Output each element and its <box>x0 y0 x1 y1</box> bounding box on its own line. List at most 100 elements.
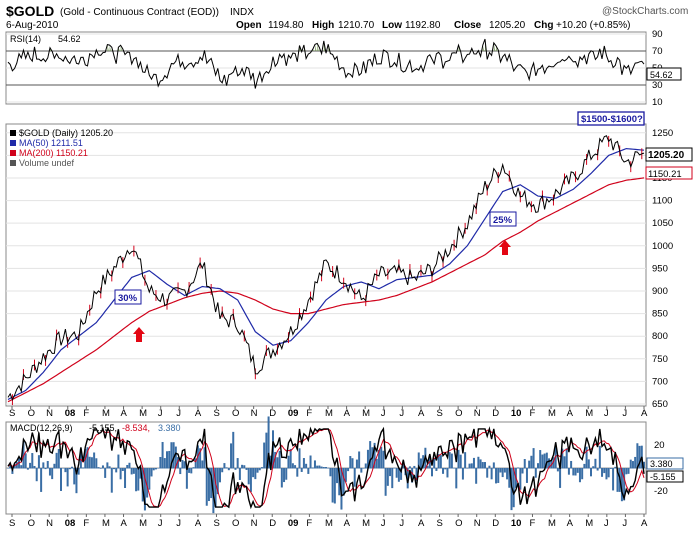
macd-hist-tag <box>646 457 684 470</box>
x-tick-label: M <box>102 408 110 419</box>
macd-line <box>7 426 645 510</box>
macd-hist-bar <box>382 450 385 469</box>
macd-hist-bar <box>450 453 453 469</box>
x-tick-label: J <box>604 408 609 419</box>
x-tick-label: A <box>418 518 425 529</box>
macd-hist-bar <box>596 468 599 471</box>
macd-hist-bar <box>594 458 597 469</box>
macd-hist-bar <box>393 467 396 469</box>
macd-value-tag <box>646 470 684 483</box>
macd-hist-bar <box>185 468 188 489</box>
x-axis-price: S O N 08 F M A M J J A S O N D 09 F M A M J J A S O N D 10 F M A M J J A <box>9 406 648 419</box>
macd-hist-bar <box>375 458 378 469</box>
macd-hist-bar <box>210 468 213 499</box>
x-tick-label: D <box>492 408 499 419</box>
macd-hist-bar <box>358 451 361 469</box>
macd-tick-label: 20 <box>654 440 665 451</box>
x-tick-label: 10 <box>511 518 522 529</box>
macd-hist-bar <box>386 468 389 486</box>
x-tick-label: M <box>362 518 370 529</box>
macd-hist-bar <box>497 468 500 483</box>
price-tick-label: 1050 <box>652 218 673 229</box>
legend-entry: MA(50) 1211.51 <box>19 138 83 148</box>
macd-hist-bar <box>243 465 246 469</box>
macd-hist-bar <box>435 468 438 471</box>
price-tick-label: 900 <box>652 286 668 297</box>
price-panel <box>5 123 647 407</box>
macd-hist-bar <box>583 463 586 469</box>
macd-hist-bar <box>249 468 252 492</box>
macd-hist-bar <box>26 468 29 470</box>
macd-hist-bar <box>302 458 305 469</box>
macd-hist-bar <box>537 463 539 469</box>
macd-hist-bar <box>57 449 60 469</box>
x-tick-label: J <box>622 408 627 419</box>
macd-hist-bar <box>338 468 341 496</box>
macd-hist-bar <box>506 468 509 480</box>
macd-hist-bar <box>135 468 138 492</box>
macd-hist-bar <box>113 468 115 470</box>
macd-hist-bar <box>66 468 69 487</box>
arrow-up-icon <box>133 327 145 342</box>
macd-hist-bar <box>121 468 124 471</box>
macd-hist-bar <box>499 468 502 473</box>
macd-hist-bar <box>605 468 608 480</box>
macd-hist-bar <box>446 468 449 478</box>
x-tick-label: A <box>344 518 351 529</box>
macd-hist-bar <box>201 460 204 469</box>
legend-swatch <box>10 130 16 136</box>
x-tick-label: D <box>269 518 276 529</box>
macd-hist-bar <box>585 446 588 469</box>
macd-hist-bar <box>13 464 16 469</box>
macd-label: MACD(12,26,9) <box>10 423 73 433</box>
macd-hist-bar <box>174 446 177 469</box>
price-tick-label: 1100 <box>652 196 672 207</box>
exchange-label: INDX <box>230 7 254 18</box>
macd-hist-bar <box>192 467 195 469</box>
macd-hist-bar <box>267 416 270 469</box>
rsi-tick-label: 70 <box>652 46 663 57</box>
x-tick-label: F <box>529 518 535 529</box>
macd-hist-bar <box>347 468 350 472</box>
macd-hist-bar <box>503 468 506 473</box>
macd-hist-bar <box>415 468 418 482</box>
x-tick-label: N <box>251 408 258 419</box>
macd-hist-bar <box>587 459 590 469</box>
rsi-value: 54.62 <box>58 34 81 44</box>
macd-hist-bar <box>638 445 641 469</box>
macd-hist-bar <box>258 468 261 471</box>
macd-hist-bar <box>349 456 352 469</box>
macd-hist-bar <box>464 452 467 469</box>
macd-hist-bar <box>126 464 129 469</box>
macd-hist-bar <box>55 452 58 469</box>
x-tick-label: S <box>437 408 443 419</box>
macd-hist-value: 3.380 <box>158 423 181 433</box>
macd-hist-bar <box>431 468 433 477</box>
macd-hist-bar <box>627 468 630 474</box>
high-value: 1210.70 <box>338 20 375 31</box>
macd-hist-bar <box>168 450 171 469</box>
x-tick-label: A <box>121 408 128 419</box>
macd-hist-bar <box>353 468 356 487</box>
macd-hist-bar <box>82 467 85 469</box>
macd-hist-bar <box>60 468 62 491</box>
macd-hist-bar <box>309 455 312 469</box>
macd-hist-bar <box>461 468 464 480</box>
macd-hist-bar <box>336 468 339 484</box>
macd-hist-bar <box>199 448 202 469</box>
macd-hist-bar <box>570 460 573 469</box>
macd-hist-bar <box>422 455 425 469</box>
annotation-30pct: 30% <box>118 293 138 304</box>
macd-hist-bar <box>108 466 111 469</box>
macd-hist-bar <box>519 468 522 490</box>
price-tick-label: 1000 <box>652 241 673 252</box>
macd-hist-bar <box>294 465 297 469</box>
macd-hist-bar <box>101 465 104 469</box>
x-tick-label: A <box>195 518 202 529</box>
macd-hist-bar <box>563 456 566 469</box>
macd-hist-bar <box>22 441 25 469</box>
macd-hist-bar <box>88 456 91 469</box>
x-tick-label: M <box>325 408 333 419</box>
macd-hist-bar <box>488 465 491 469</box>
macd-hist-bar <box>276 457 279 469</box>
